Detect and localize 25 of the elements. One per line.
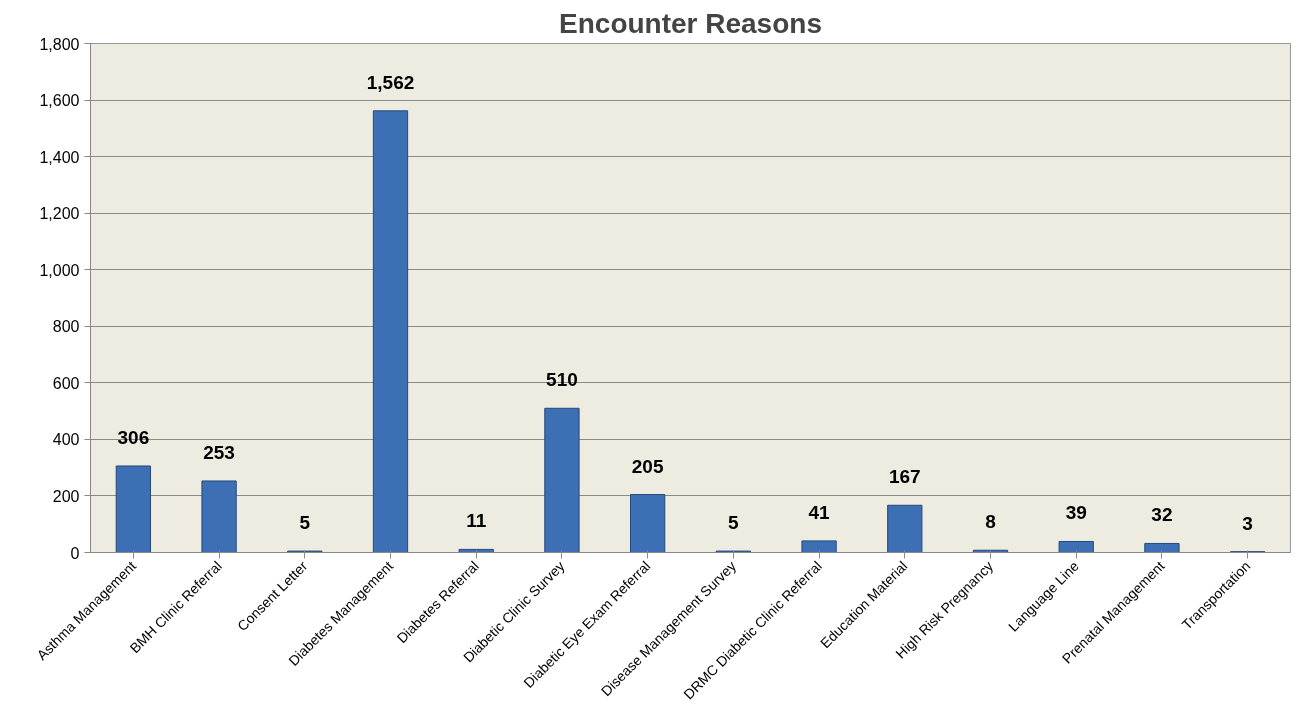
data-label: 41 bbox=[808, 501, 831, 523]
y-tick-label: 1,600 bbox=[39, 92, 80, 110]
y-tick-label: 1,200 bbox=[39, 205, 80, 223]
data-label: 11 bbox=[466, 510, 487, 532]
y-tick-label: 1,800 bbox=[39, 35, 80, 53]
y-tick-label: 0 bbox=[70, 544, 80, 562]
y-tick-label: 800 bbox=[52, 318, 80, 336]
y-tick-label: 1,000 bbox=[39, 261, 80, 279]
y-tick-label: 200 bbox=[52, 487, 80, 505]
chart-title: Encounter Reasons bbox=[559, 7, 822, 39]
data-label: 205 bbox=[631, 455, 664, 477]
y-tick-label: 400 bbox=[52, 431, 80, 449]
data-label: 8 bbox=[985, 511, 996, 533]
data-label: 1,562 bbox=[366, 71, 415, 93]
data-label: 510 bbox=[546, 369, 578, 391]
data-label: 5 bbox=[299, 512, 311, 534]
data-label: 5 bbox=[728, 512, 740, 534]
y-tick-label: 600 bbox=[52, 374, 80, 392]
y-tick-label: 1,400 bbox=[39, 148, 80, 166]
data-label: 32 bbox=[1151, 504, 1173, 526]
data-label: 3 bbox=[1242, 512, 1253, 534]
data-label: 39 bbox=[1065, 502, 1087, 524]
data-label: 306 bbox=[117, 426, 150, 448]
data-label: 167 bbox=[888, 466, 921, 488]
data-label: 253 bbox=[203, 441, 235, 463]
